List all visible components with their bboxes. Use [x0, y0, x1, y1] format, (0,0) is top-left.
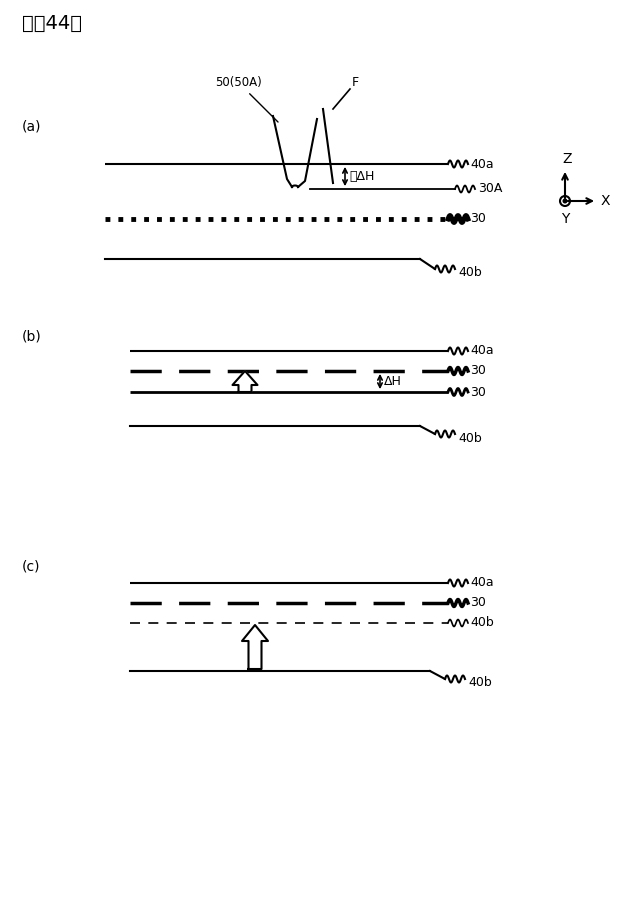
Text: 40b: 40b: [470, 617, 493, 630]
Text: 40a: 40a: [470, 157, 493, 171]
Text: 30: 30: [470, 596, 486, 609]
Text: (c): (c): [22, 559, 40, 573]
Text: 30: 30: [470, 365, 486, 378]
Text: 40a: 40a: [470, 345, 493, 357]
Text: 50(50A): 50(50A): [215, 76, 278, 122]
Text: 40b: 40b: [458, 267, 482, 279]
Polygon shape: [232, 371, 257, 392]
Text: Y: Y: [561, 212, 569, 226]
Text: (b): (b): [22, 329, 42, 343]
Text: ΔH: ΔH: [384, 375, 402, 388]
Text: －ΔH: －ΔH: [349, 170, 374, 183]
Text: 30: 30: [470, 385, 486, 399]
Text: 40b: 40b: [468, 676, 492, 689]
Text: 30A: 30A: [478, 183, 502, 196]
Text: (a): (a): [22, 119, 42, 133]
Text: 【図44】: 【図44】: [22, 14, 82, 33]
Circle shape: [563, 199, 567, 203]
Text: X: X: [601, 194, 611, 208]
Text: 40b: 40b: [458, 432, 482, 445]
Text: 30: 30: [470, 212, 486, 225]
Text: 40a: 40a: [470, 576, 493, 589]
Polygon shape: [242, 625, 268, 669]
Text: Z: Z: [563, 152, 572, 166]
Text: F: F: [352, 76, 359, 89]
